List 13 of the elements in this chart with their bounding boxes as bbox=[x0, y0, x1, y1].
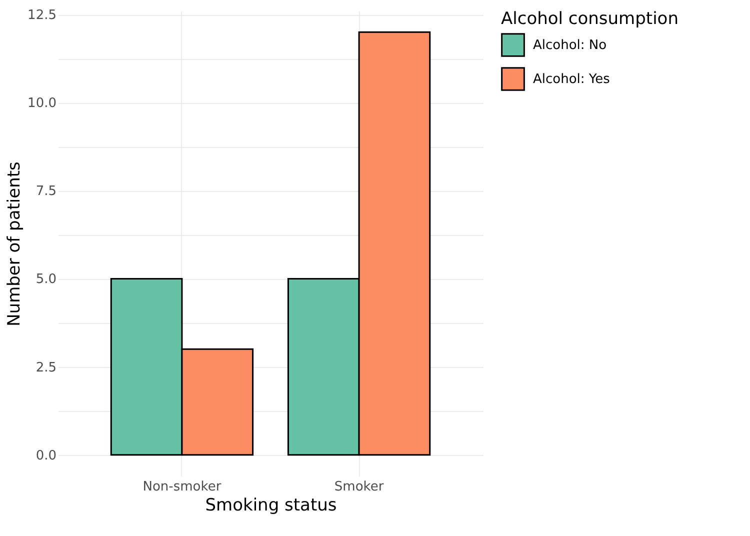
y-tick-label: 5.0 bbox=[36, 272, 56, 288]
x-tick-label: Non-smoker bbox=[142, 480, 222, 494]
y-tick-label: 7.5 bbox=[36, 184, 56, 200]
y-tick-label: 12.5 bbox=[28, 8, 56, 24]
y-tick-label: 0.0 bbox=[36, 448, 56, 464]
y-tick-label: 10.0 bbox=[28, 96, 56, 112]
legend-title: Alcohol consumption bbox=[501, 9, 678, 29]
x-axis-title: Smoking status bbox=[205, 496, 337, 516]
y-axis-title: Number of patients bbox=[4, 161, 25, 326]
legend-label: Alcohol: Yes bbox=[533, 72, 610, 87]
y-tick-label: 2.5 bbox=[36, 360, 56, 376]
legend-label: Alcohol: No bbox=[533, 38, 607, 53]
x-tick-label: Smoker bbox=[334, 480, 384, 494]
